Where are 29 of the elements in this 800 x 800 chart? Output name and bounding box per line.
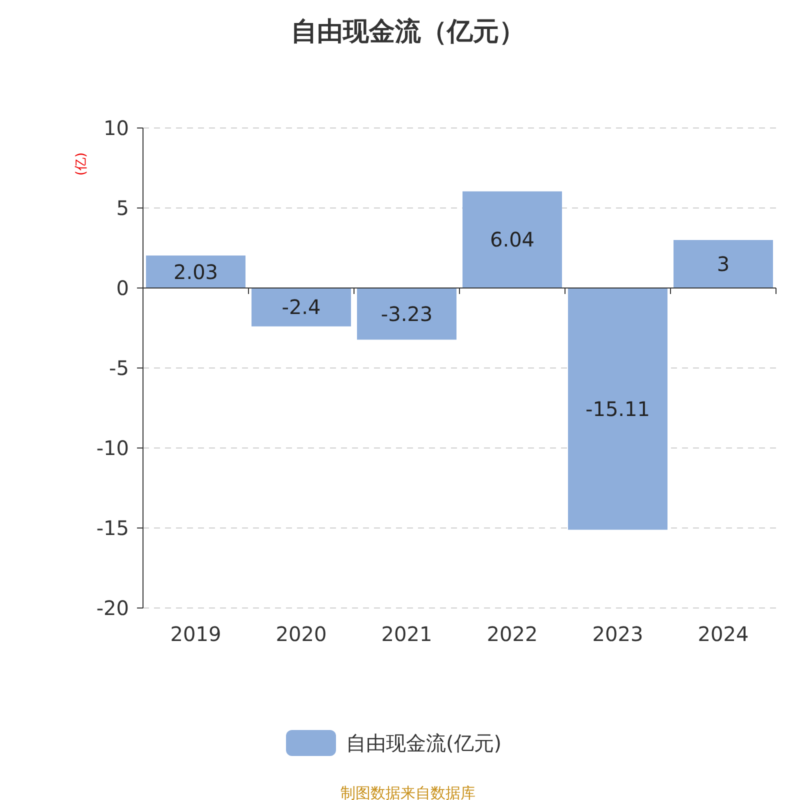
x-tick-label: 2024 [698,622,749,646]
bar [462,191,562,288]
data-label: 3 [716,252,730,276]
chart-title: 自由现金流（亿元） [291,17,525,47]
y-tick-label: -5 [109,356,129,380]
data-label: 2.03 [173,260,218,284]
bar [357,288,456,340]
y-tick-label: -20 [96,596,129,620]
legend-label: 自由现金流(亿元) [346,731,502,755]
data-label: -15.11 [586,396,650,421]
y-tick-label: -10 [96,436,129,460]
y-tick-label: 0 [116,276,129,300]
x-tick-label: 2020 [276,622,327,646]
y-tick-label: 5 [116,196,129,220]
y-tick-label: 10 [104,116,129,140]
bar [674,240,773,288]
x-tick-label: 2019 [170,622,222,646]
y-tick-label: -15 [96,516,129,540]
x-tick-label: 2021 [381,622,432,646]
bar [146,256,246,288]
bar [568,288,668,530]
text: 制图数据来自数据库 [340,784,476,800]
data-label: -2.4 [282,295,321,320]
x-tick-label: 2022 [486,622,538,646]
y-axis-title: (亿) [74,152,89,176]
x-tick-label: 2023 [592,622,644,646]
data-label: -3.23 [380,302,433,326]
data-label: 6.04 [490,228,535,252]
bar [252,288,351,326]
